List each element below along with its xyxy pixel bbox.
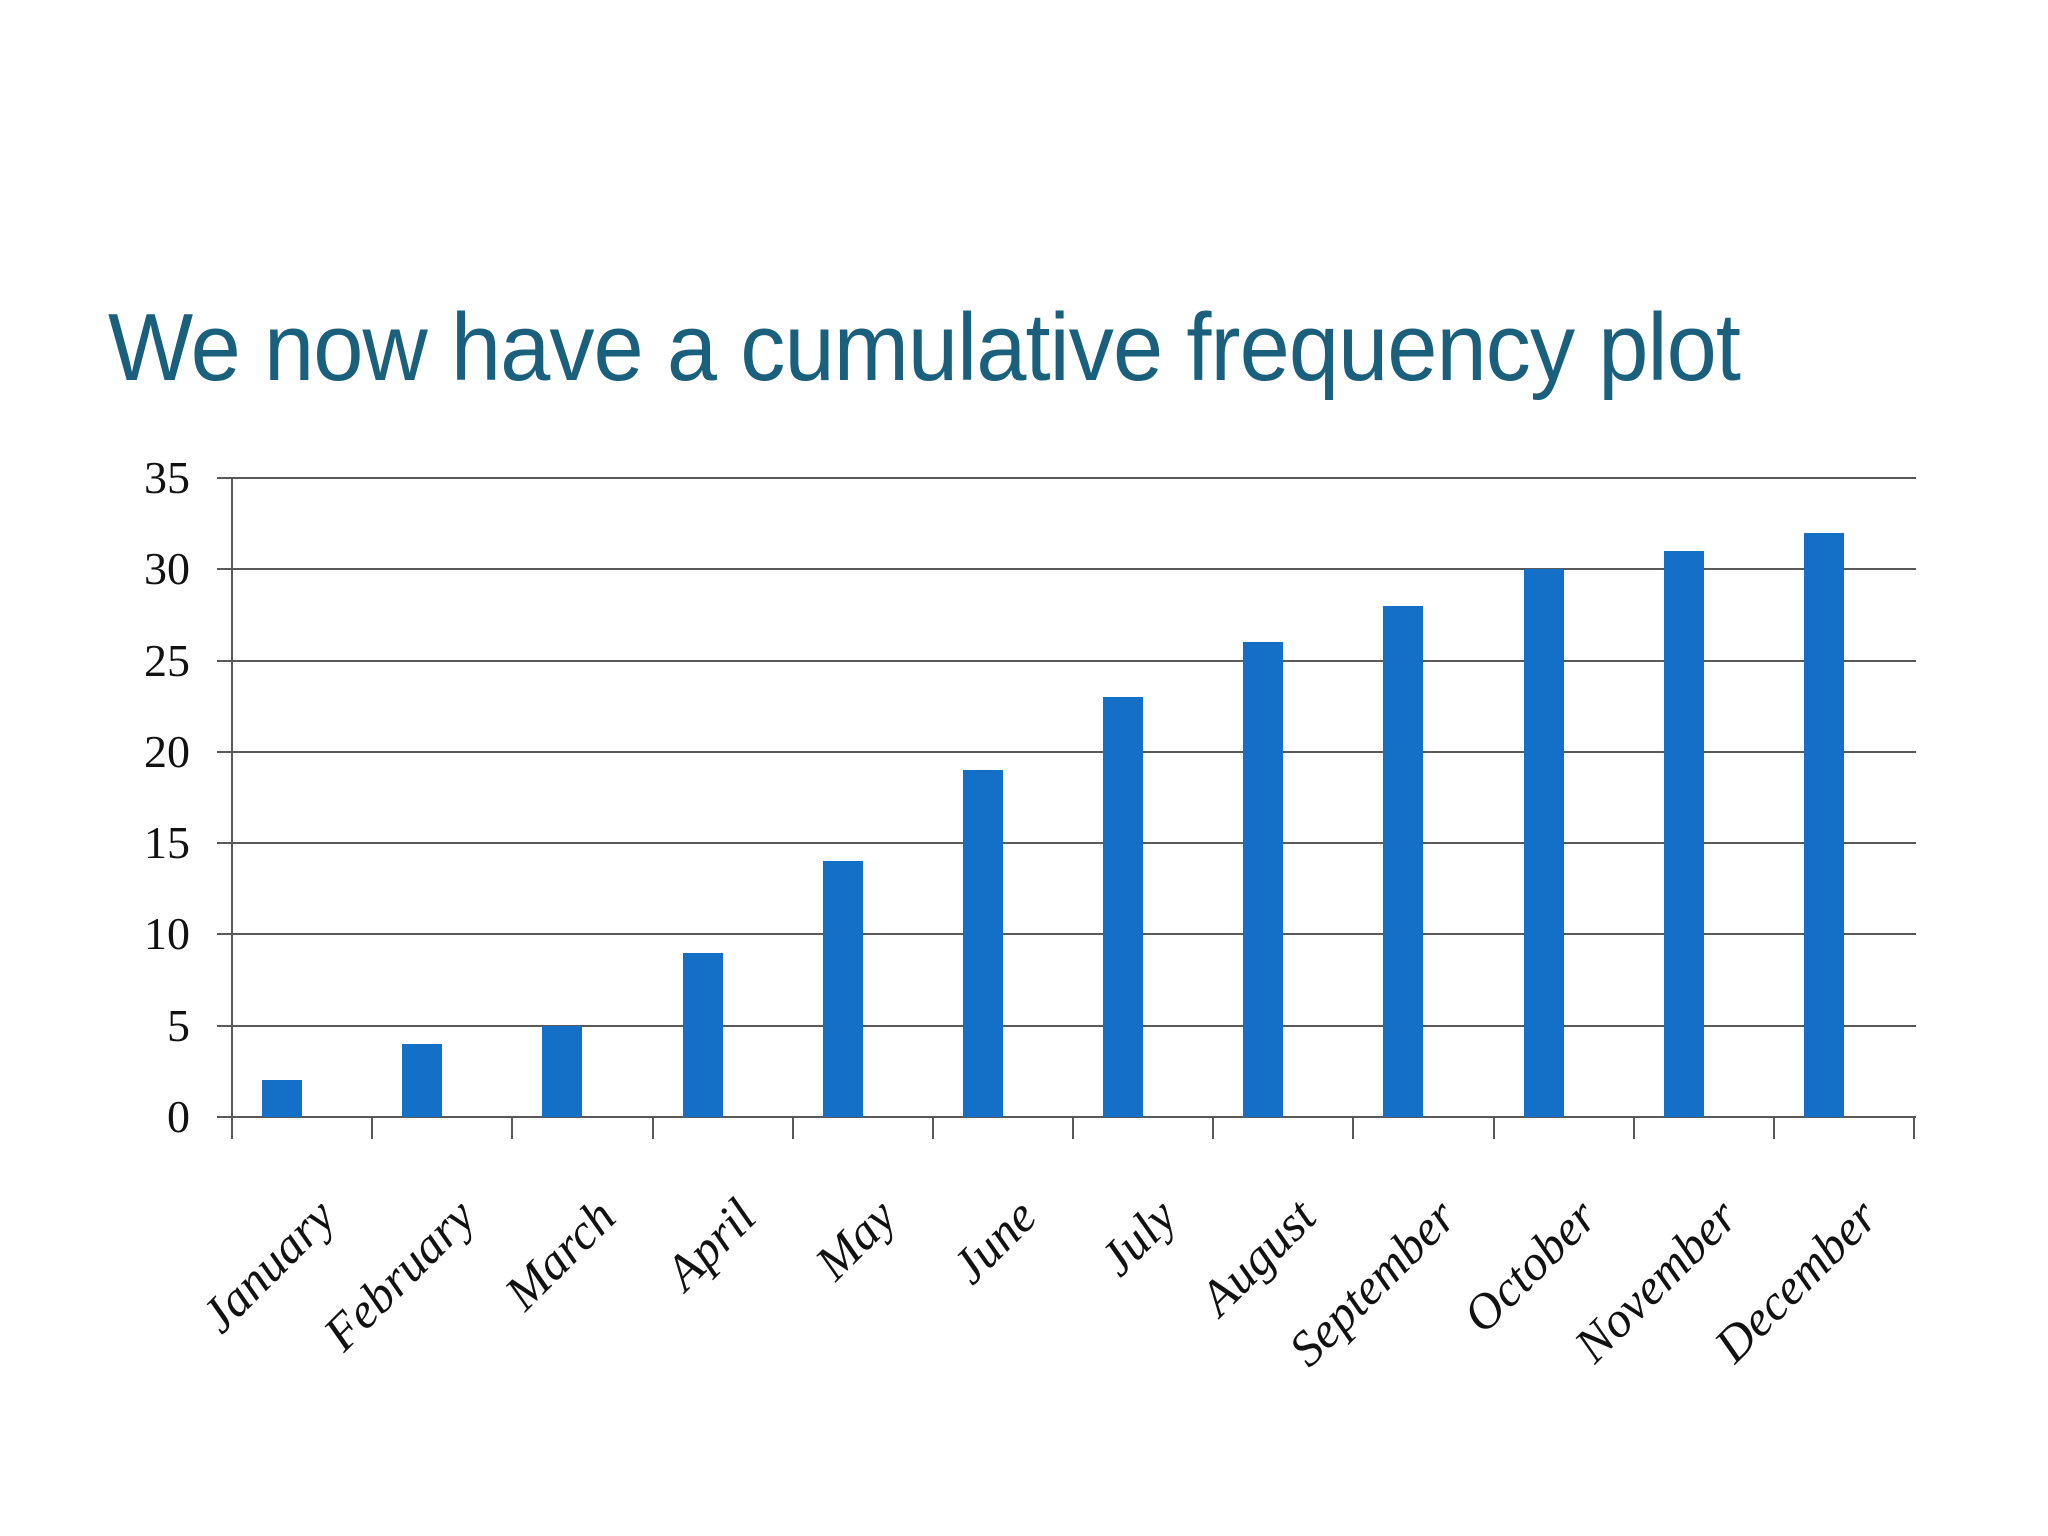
x-axis-label-may: May — [804, 1187, 907, 1291]
bar-september — [1383, 606, 1423, 1117]
x-axis-tick — [792, 1117, 794, 1139]
x-axis-tick — [1633, 1117, 1635, 1139]
y-axis-line — [231, 478, 233, 1139]
gridline-y-5 — [217, 1025, 1916, 1027]
y-axis-label-0: 0 — [167, 1091, 190, 1142]
gridline-y-20 — [217, 751, 1916, 753]
bar-october — [1524, 569, 1564, 1117]
bar-december — [1804, 533, 1844, 1117]
bar-april — [683, 953, 723, 1117]
gridline-y-0 — [217, 1116, 1916, 1118]
gridline-y-35 — [217, 477, 1916, 479]
gridline-y-30 — [217, 568, 1916, 570]
x-axis-label-august: August — [1188, 1187, 1327, 1326]
x-axis-tick — [1913, 1117, 1915, 1139]
x-axis-tick — [511, 1117, 513, 1139]
y-axis-label-35: 35 — [144, 452, 190, 503]
x-axis-tick — [652, 1117, 654, 1139]
bar-july — [1103, 697, 1143, 1117]
x-axis-tick — [932, 1117, 934, 1139]
y-axis-label-30: 30 — [144, 543, 190, 594]
slide-title: We now have a cumulative frequency plot — [108, 294, 1741, 401]
gridline-y-10 — [217, 933, 1916, 935]
x-axis-tick — [1072, 1117, 1074, 1139]
x-axis-tick — [371, 1117, 373, 1139]
y-axis-label-5: 5 — [167, 1000, 190, 1051]
x-axis-tick — [1493, 1117, 1495, 1139]
x-axis-tick — [1212, 1117, 1214, 1139]
x-axis-label-april: April — [654, 1187, 767, 1301]
x-axis-tick — [1352, 1117, 1354, 1139]
bar-march — [542, 1026, 582, 1117]
gridline-y-25 — [217, 660, 1916, 662]
x-axis-tick — [231, 1117, 233, 1139]
bar-june — [963, 770, 1003, 1117]
x-axis-label-june: June — [940, 1187, 1047, 1295]
bar-february — [402, 1044, 442, 1117]
y-axis-label-10: 10 — [144, 908, 190, 959]
x-axis-label-february: February — [312, 1187, 486, 1362]
bar-january — [262, 1080, 302, 1117]
bar-august — [1243, 642, 1283, 1117]
y-axis-label-25: 25 — [144, 635, 190, 686]
y-axis-label-15: 15 — [144, 817, 190, 868]
gridline-y-15 — [217, 842, 1916, 844]
y-axis-label-20: 20 — [144, 726, 190, 777]
bar-november — [1664, 551, 1704, 1117]
x-axis-label-march: March — [492, 1187, 626, 1321]
x-axis-tick — [1773, 1117, 1775, 1139]
bar-may — [823, 861, 863, 1117]
x-axis-label-july: July — [1087, 1187, 1187, 1287]
